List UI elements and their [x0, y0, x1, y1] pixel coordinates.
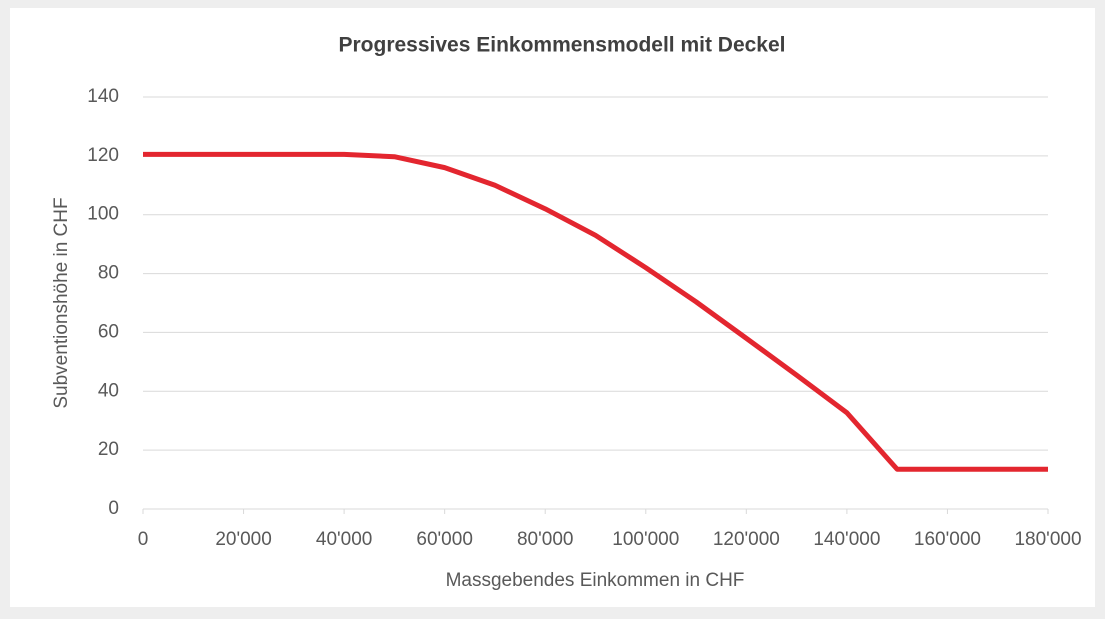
y-tick-label: 20 — [98, 439, 119, 460]
chart-title: Progressives Einkommensmodell mit Deckel — [338, 34, 785, 57]
x-axis-label: Massgebendes Einkommen in CHF — [446, 570, 745, 591]
chart-area — [10, 8, 1095, 607]
x-tick-label: 40'000 — [316, 529, 372, 550]
line-series — [143, 151, 1048, 472]
y-tick-label: 100 — [87, 204, 119, 225]
y-tick-label: 60 — [98, 321, 119, 342]
x-tick-label: 140'000 — [813, 529, 880, 550]
y-tick-label: 0 — [108, 498, 119, 519]
x-tick-label: 180'000 — [1014, 529, 1081, 550]
x-tick-label: 160'000 — [914, 529, 981, 550]
y-tick-label: 120 — [87, 145, 119, 166]
x-tick-label: 60'000 — [416, 529, 472, 550]
x-tick-label: 0 — [138, 529, 149, 550]
x-tick-label: 100'000 — [612, 529, 679, 550]
y-tick-label: 80 — [98, 263, 119, 284]
y-tick-label: 140 — [87, 86, 119, 107]
x-tick-label: 120'000 — [713, 529, 780, 550]
y-tick-label: 40 — [98, 380, 119, 401]
x-tick-label: 80'000 — [517, 529, 573, 550]
x-tick-label: 20'000 — [215, 529, 271, 550]
y-axis-label: Subventionshöhe in CHF — [51, 197, 72, 408]
